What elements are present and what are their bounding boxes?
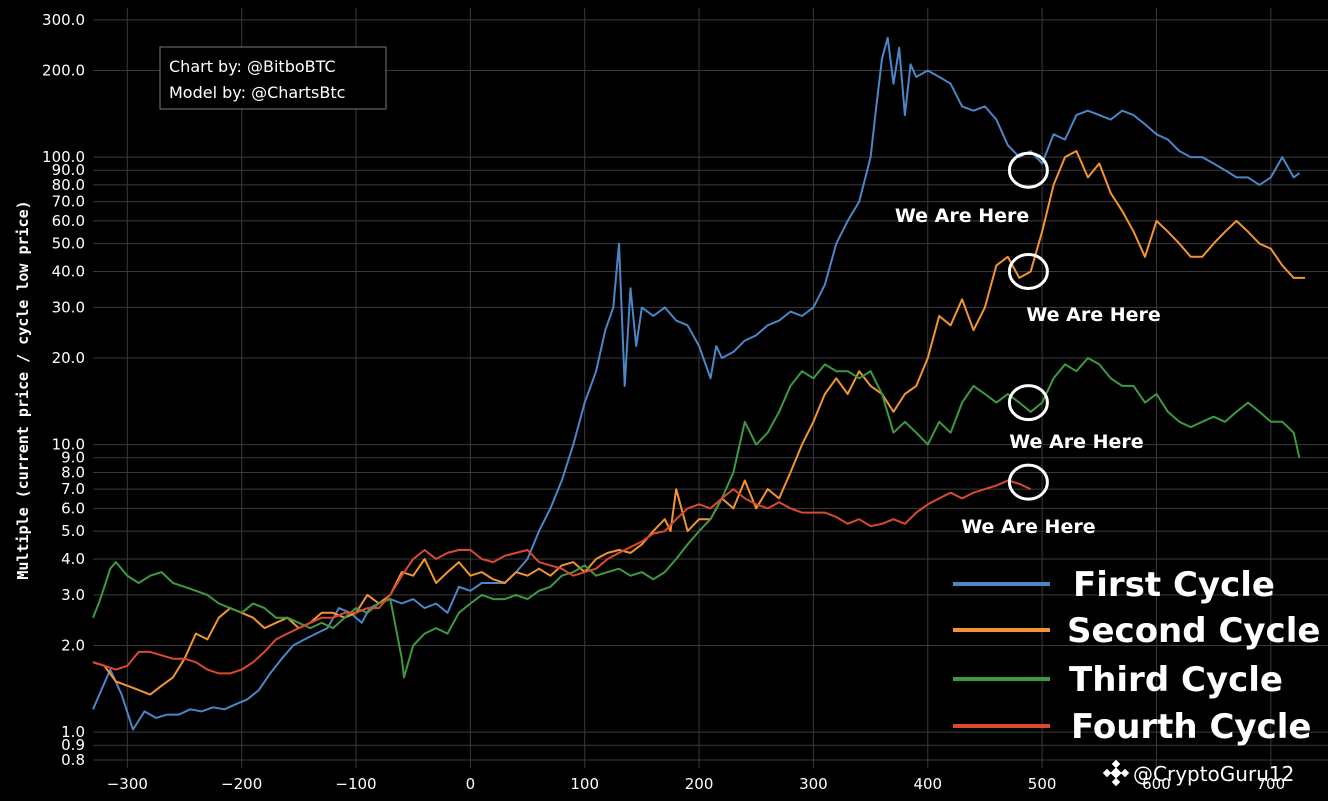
series-line-1 — [92, 36, 1301, 731]
y-tick-label: 60.0 — [52, 212, 85, 230]
y-tick-label: 90.0 — [52, 161, 85, 179]
x-tick-label: 400 — [913, 775, 942, 793]
y-tick-label: 80.0 — [52, 176, 85, 194]
credit-model-by: Model by: @ChartsBtc — [169, 83, 345, 102]
y-tick-label: 5.0 — [61, 522, 85, 540]
x-tick-label: 500 — [1028, 775, 1057, 793]
grid-lines — [93, 8, 1328, 768]
series-line-4 — [92, 479, 1032, 675]
series-lines — [92, 36, 1306, 731]
y-tick-label: 9.0 — [61, 449, 85, 467]
we-are-here-circle — [1007, 252, 1049, 290]
y-tick-label: 0.9 — [61, 736, 85, 754]
annotations: We Are Here We Are Here We Are Here We Are … — [895, 151, 1161, 538]
y-tick-label: 1.0 — [61, 723, 85, 741]
y-tick-label: 7.0 — [61, 480, 85, 498]
y-tick-label: 300.0 — [42, 11, 85, 29]
y-tick-label: 50.0 — [52, 235, 85, 253]
x-tick-label: 100 — [570, 775, 599, 793]
we-are-here-label: We Are Here — [1009, 431, 1143, 453]
x-tick-labels: −300 −200 −100 0 100 200 300 400 500 600 700 — [107, 775, 1285, 793]
y-tick-label: 8.0 — [61, 463, 85, 481]
y-tick-label: 40.0 — [52, 262, 85, 280]
we-are-here-label: We Are Here — [961, 516, 1095, 538]
x-tick-label: 200 — [685, 775, 714, 793]
y-tick-label: 6.0 — [61, 499, 85, 517]
y-tick-label: 3.0 — [61, 586, 85, 604]
credits-border — [159, 46, 387, 110]
x-tick-label: 700 — [1257, 775, 1286, 793]
x-tick-label: 600 — [1142, 775, 1171, 793]
x-tick-label: 0 — [466, 775, 476, 793]
legend-label: Third Cycle — [1069, 660, 1283, 700]
watermark-text: @CryptoGuru12 — [1133, 762, 1294, 786]
x-tick-label: −200 — [221, 775, 262, 793]
we-are-here-circle — [1007, 384, 1049, 422]
credits-box: Chart by: @BitboBTC Model by: @ChartsBtc — [159, 46, 387, 110]
y-tick-label: 200.0 — [42, 62, 85, 80]
x-tick-label: 300 — [799, 775, 828, 793]
we-are-here-circle — [1007, 463, 1049, 501]
we-are-here-label: We Are Here — [895, 205, 1029, 227]
y-tick-label: 2.0 — [61, 637, 85, 655]
series-line-3 — [92, 357, 1301, 679]
x-tick-label: −100 — [335, 775, 376, 793]
we-are-here-circle — [1007, 151, 1049, 189]
legend-label: First Cycle — [1073, 565, 1275, 605]
y-tick-label: 10.0 — [52, 436, 85, 454]
y-tick-label: 70.0 — [52, 193, 85, 211]
y-tick-labels: 0.80.91.0 2.0 3.0 4.0 5.0 6.07.08.09.010.0 20.… — [42, 11, 85, 769]
watermark: @CryptoGuru12 — [1102, 759, 1294, 787]
binance-logo-icon — [1102, 759, 1130, 787]
series-line-2 — [92, 150, 1306, 696]
legend: First Cycle Second Cycle Third Cycle Fourth… — [953, 565, 1320, 747]
x-tick-label: −300 — [107, 775, 148, 793]
y-tick-label: 20.0 — [52, 349, 85, 367]
y-tick-label: 30.0 — [52, 298, 85, 316]
y-axis-label: Multiple (current price / cycle low pric… — [14, 200, 32, 579]
y-tick-label: 100.0 — [42, 148, 85, 166]
legend-label: Second Cycle — [1067, 611, 1320, 651]
y-tick-label: 4.0 — [61, 550, 85, 568]
we-are-here-label: We Are Here — [1026, 304, 1160, 326]
y-tick-label: 0.8 — [61, 751, 85, 769]
credit-chart-by: Chart by: @BitboBTC — [169, 57, 336, 76]
legend-label: Fourth Cycle — [1071, 707, 1311, 747]
